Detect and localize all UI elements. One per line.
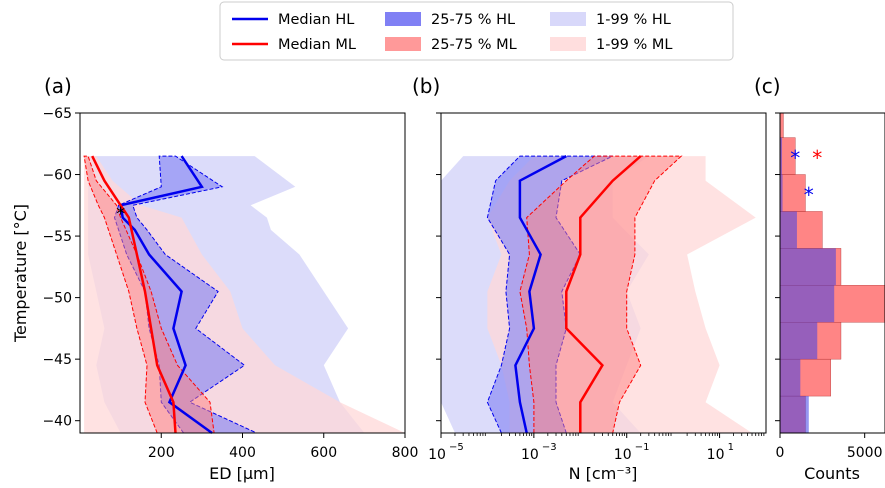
panel-a: * −65 −60 −55 −50 −45 −40 200 400 600 800 ED [μm… — [11, 106, 418, 483]
legend-swatch-patch — [385, 37, 421, 51]
hl-histogram-bar — [780, 248, 836, 286]
legend-swatch-patch — [385, 12, 421, 26]
y-axis-label: Temperature [°C] — [11, 204, 30, 343]
annotation-asterisk: * — [116, 203, 125, 224]
x-tick-label: 10 — [521, 447, 539, 463]
x-tick-label: 10 — [707, 447, 725, 463]
hl-histogram-bar — [780, 322, 818, 360]
legend-label: 25-75 % HL — [431, 12, 515, 28]
hl-25-75-band — [113, 155, 257, 434]
significance-asterisk: * — [812, 146, 822, 170]
legend-label: 1-99 % ML — [596, 37, 673, 53]
x-tick-exponent: −3 — [542, 442, 557, 453]
ml-histogram-bar — [779, 112, 784, 138]
median-hl-line — [514, 154, 567, 434]
hl-histogram-bar — [780, 174, 783, 212]
panel-b: 10 −5 10 −3 10 −1 10 1 N [cm⁻³] — [428, 112, 767, 483]
y-axis-ticks: −65 −60 −55 −50 −45 −40 — [42, 106, 80, 430]
x-tick-exponent: −1 — [635, 442, 650, 453]
x-axis-ticks-c: 0 5000 — [776, 433, 883, 461]
panel-label-a: (a) — [44, 74, 72, 98]
y-tick-label: −55 — [42, 229, 72, 245]
legend-label: Median HL — [278, 12, 354, 28]
x-tick-label: 10 — [428, 447, 446, 463]
ml-25-75-band — [83, 155, 215, 434]
x-axis-label-c: Counts — [804, 464, 860, 483]
hl-histogram-bar — [780, 137, 783, 175]
hl-histogram-bar — [780, 285, 835, 323]
hl-histogram-bar — [780, 359, 801, 397]
y-tick-label: −60 — [42, 168, 72, 184]
y-tick-label: −40 — [42, 414, 72, 430]
x-tick-label: 400 — [229, 445, 256, 461]
ml-histogram-bar — [779, 174, 806, 212]
x-tick-label: 0 — [776, 445, 785, 461]
legend-label: Median ML — [278, 37, 356, 53]
hl-histogram-bar — [780, 211, 797, 249]
x-tick-exponent: −5 — [449, 442, 464, 453]
x-tick-label: 5000 — [847, 445, 883, 461]
legend-swatch-patch — [550, 37, 586, 51]
panel-b-frame — [440, 112, 767, 434]
y-tick-label: −65 — [42, 106, 72, 122]
x-tick-label: 600 — [310, 445, 337, 461]
x-tick-label: 10 — [614, 447, 632, 463]
median-ml-line — [565, 155, 642, 433]
significance-asterisk: * — [804, 183, 814, 207]
legend-frame — [219, 1, 734, 61]
median-hl-line — [119, 155, 213, 435]
panel-label-b: (b) — [412, 74, 440, 98]
x-axis-ticks-b: 10 −5 10 −3 10 −1 10 1 — [428, 433, 765, 463]
hl-histogram-bar — [780, 396, 809, 433]
y-tick-label: −50 — [42, 291, 72, 307]
ml-25-75-band — [519, 155, 683, 434]
x-tick-label: 200 — [148, 445, 175, 461]
legend-label: 1-99 % HL — [596, 12, 671, 28]
panel-c: * ** 0 5000 Counts — [775, 112, 885, 483]
panel-c-frame — [779, 112, 885, 434]
legend: Median HL 25-75 % HL 1-99 % HL Median ML 25-… — [219, 1, 734, 61]
y-axis-ticks-b — [436, 112, 441, 422]
legend-label: 25-75 % ML — [431, 37, 517, 53]
x-tick-label: 800 — [392, 445, 419, 461]
legend-swatch-patch — [550, 12, 586, 26]
x-tick-exponent: 1 — [728, 442, 734, 453]
panel-label-c: (c) — [754, 74, 781, 98]
median-ml-line — [91, 155, 177, 434]
y-tick-label: −45 — [42, 352, 72, 368]
x-axis-label-a: ED [μm] — [209, 464, 275, 483]
significance-asterisk: * — [790, 146, 800, 170]
x-axis-label-b: N [cm⁻³] — [569, 464, 638, 483]
y-axis-ticks-c — [775, 112, 780, 422]
x-axis-ticks-a: 200 400 600 800 — [148, 433, 418, 461]
